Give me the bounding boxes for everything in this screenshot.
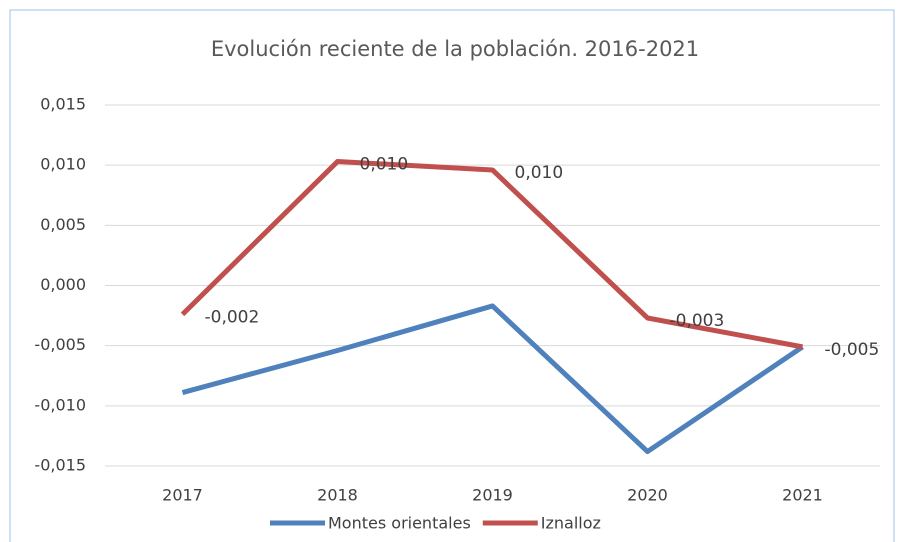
y-tick-label: 0,010 (40, 155, 86, 174)
y-tick-label: -0,010 (34, 395, 86, 414)
x-tick-label: 2020 (627, 486, 668, 505)
data-label: 0,010 (360, 155, 409, 175)
y-tick-label: 0,015 (40, 95, 86, 114)
x-tick-label: 2021 (782, 486, 823, 505)
x-tick-label: 2017 (162, 486, 203, 505)
x-tick-label: 2018 (317, 486, 358, 505)
series-line (180, 159, 803, 350)
data-label: -0,002 (205, 307, 260, 327)
x-tick-label: 2019 (472, 486, 513, 505)
legend-label: Montes orientales (328, 514, 471, 533)
y-tick-label: -0,015 (34, 456, 86, 475)
y-tick-label: 0,000 (40, 275, 86, 294)
data-label: 0,010 (515, 163, 564, 183)
data-label: -0,003 (670, 311, 725, 331)
y-tick-label: 0,005 (40, 215, 86, 234)
chart-title: Evolución reciente de la población. 2016… (211, 37, 699, 61)
chart-frame (9, 9, 895, 542)
y-tick-label: -0,005 (34, 335, 86, 354)
legend-label: Iznalloz (541, 514, 601, 533)
data-label: -0,005 (825, 340, 880, 360)
series-line (181, 303, 804, 455)
